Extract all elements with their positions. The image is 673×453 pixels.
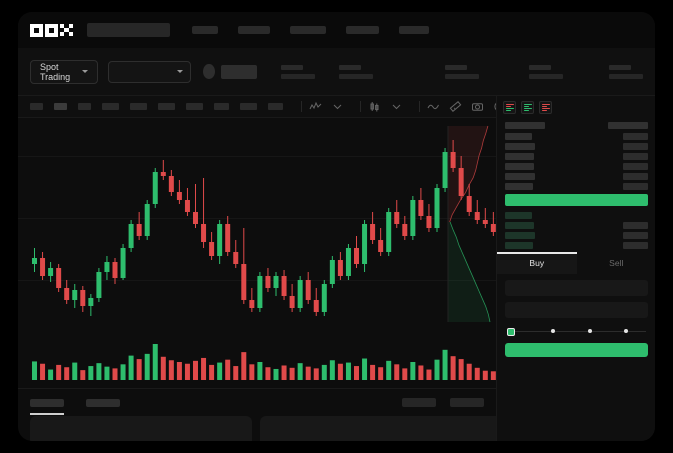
volume-bar-series [32,344,496,380]
orderbook-ask-row[interactable] [497,141,655,151]
orderbook-header-amount [608,122,648,129]
app-screen: Spot Trading [18,12,655,441]
timeframe-button-7[interactable] [186,103,203,110]
logo-square-glyph [30,23,43,37]
timeframe-button-8[interactable] [214,103,229,110]
orderbook-last-price [505,194,648,206]
orderbook-panel: Buy Sell [496,96,655,441]
trading-pair-select[interactable] [107,60,192,83]
top-navigation-bar [18,12,655,48]
toolbar-divider-3 [419,101,420,112]
tab-buy[interactable]: Buy [497,252,577,274]
timeframe-button-5[interactable] [130,103,147,110]
orderbook-mode-both[interactable] [503,100,516,114]
timeframe-button-4[interactable] [102,103,119,110]
market-type-label: Spot Trading [40,61,71,82]
timeframe-button-2[interactable] [54,103,67,110]
slider-mark-25[interactable] [551,329,556,333]
price-chart[interactable] [18,118,496,330]
orderbook-mode-switcher [497,96,655,118]
last-price-display [220,64,258,79]
candlestick-icon[interactable] [368,100,381,113]
orderbook-ask-row[interactable] [497,131,655,141]
orderbook-bid-row[interactable] [497,210,655,220]
slider-handle[interactable] [507,327,515,336]
orderbook-ask-row[interactable] [497,181,655,191]
pair-info-bar: Spot Trading [18,48,655,96]
orderbook-rows [497,131,655,250]
tab-sell[interactable]: Sell [577,252,656,274]
place-buy-order-button[interactable] [505,343,648,357]
depth-chart [442,118,496,330]
bottom-action-1[interactable] [402,398,436,407]
timeframe-button-3[interactable] [78,103,91,110]
stat-24h-high [339,64,374,79]
nav-item-5[interactable] [399,26,429,34]
line-chart-icon[interactable] [427,100,440,113]
volume-chart [18,330,496,388]
timeframe-button-9[interactable] [240,103,257,110]
orderbook-column-headers [497,118,655,131]
okx-logo[interactable] [30,23,73,37]
tab-buy-label: Buy [529,258,545,268]
orderbook-bid-row[interactable] [497,240,655,250]
chevron-down-icon[interactable] [331,100,344,113]
tab-sell-label: Sell [609,258,624,268]
timeframe-button-1[interactable] [30,103,43,110]
search-input[interactable] [87,23,170,37]
stat-24h-low [445,64,480,79]
orderbook-bid-row[interactable] [497,220,655,230]
chevron-down-icon [177,70,184,73]
orderbook-ask-row[interactable] [497,161,655,171]
amount-slider[interactable] [507,326,646,337]
order-amount-field[interactable] [505,302,648,318]
candlestick-series [32,140,496,316]
orderbook-mode-bids[interactable] [521,100,534,114]
order-price-field[interactable] [505,280,648,296]
orders-tab-bar [18,388,496,416]
stat-24h-change [281,64,316,79]
chevron-down-icon-2[interactable] [390,100,403,113]
timeframe-button-6[interactable] [158,103,175,110]
nav-item-4[interactable] [346,26,379,34]
slider-mark-75[interactable] [623,329,628,333]
stat-24h-volume [529,64,564,79]
camera-icon[interactable] [471,100,484,113]
chevron-down-icon [81,70,88,73]
tab-open-orders[interactable] [30,398,64,415]
timeframe-button-10[interactable] [268,103,283,110]
nav-item-1[interactable] [192,26,218,34]
orderbook-bid-row[interactable] [497,230,655,240]
orderbook-ask-row[interactable] [497,171,655,181]
nav-item-3[interactable] [290,26,326,34]
logo-square-glyph-2 [45,23,58,37]
coin-avatar [203,64,215,79]
toolbar-divider-2 [360,101,361,112]
orderbook-mode-asks[interactable] [539,100,552,114]
tab-order-history[interactable] [86,398,120,407]
ruler-icon[interactable] [449,100,462,113]
slider-mark-50[interactable] [587,329,592,333]
order-form-tabs: Buy Sell [497,252,655,274]
orderbook-ask-row[interactable] [497,151,655,161]
logo-x-glyph [60,23,73,37]
bottom-panel-left[interactable] [30,416,252,441]
bottom-action-2[interactable] [450,398,484,407]
indicators-icon[interactable] [309,100,322,113]
nav-item-2[interactable] [238,26,270,34]
orderbook-header-price [505,122,545,129]
toolbar-divider [301,101,302,112]
market-type-dropdown[interactable]: Spot Trading [30,59,98,84]
stat-24h-turnover [609,64,644,79]
depth-area-series [447,125,491,323]
slider-track [507,331,646,332]
